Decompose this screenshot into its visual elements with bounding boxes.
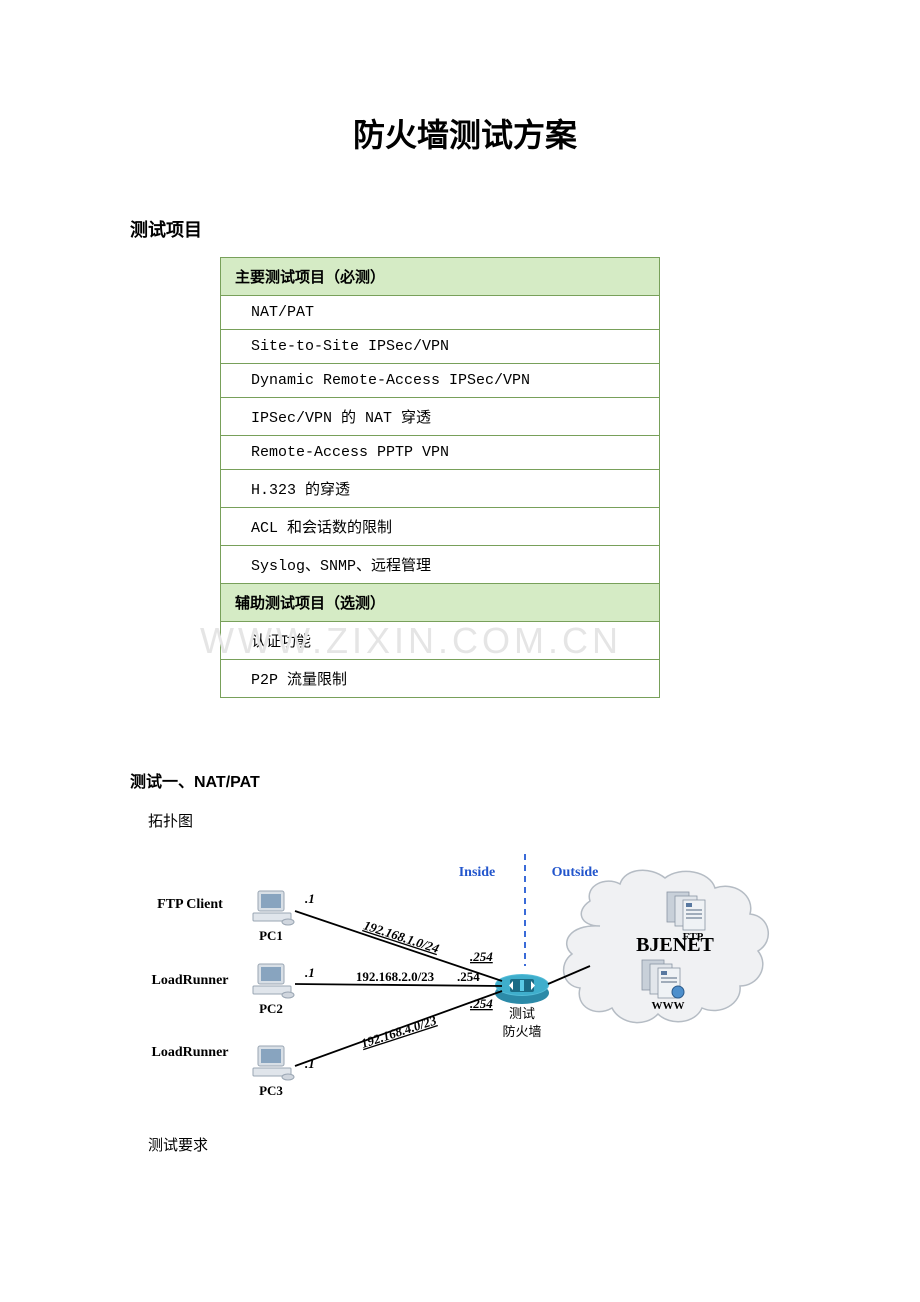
firewall-icon	[495, 974, 549, 1004]
table-row: Remote-Access PPTP VPN	[221, 436, 660, 470]
outside-label: Outside	[552, 865, 599, 880]
pc3-name: PC3	[259, 1083, 283, 1098]
test-section-1: 测试一、NAT/PAT 拓扑图 Inside Outside BJENET	[130, 768, 800, 1155]
page-content: 防火墙测试方案 测试项目 主要测试项目（必测） NAT/PAT Site-to-…	[0, 0, 920, 1215]
table-row: 认证功能	[221, 622, 660, 660]
page-title: 防火墙测试方案	[130, 110, 800, 156]
www-label: WWW	[652, 1000, 685, 1012]
net3-label: 192.168.4.0/23	[359, 1012, 439, 1051]
table-row: NAT/PAT	[221, 296, 660, 330]
section-title-items: 测试项目	[130, 216, 800, 242]
pc3-role: LoadRunner	[151, 1045, 228, 1060]
pc2-ip: .1	[305, 965, 315, 980]
fw-if2-ip: .254	[457, 969, 480, 984]
pc1-ip: .1	[305, 891, 315, 906]
table-row: IPSec/VPN 的 NAT 穿透	[221, 398, 660, 436]
firewall-label-2: 防火墙	[502, 1024, 541, 1039]
topology-diagram: Inside Outside BJENET FTP	[130, 846, 810, 1126]
firewall-label-1: 测试	[509, 1006, 535, 1021]
fw-if1-ip: .254	[470, 949, 493, 964]
table-row: H.323 的穿透	[221, 470, 660, 508]
pc2-role: LoadRunner	[151, 973, 228, 988]
test-items-table: 主要测试项目（必测） NAT/PAT Site-to-Site IPSec/VP…	[220, 257, 660, 698]
link-pc2-fw	[295, 984, 502, 986]
topology-label: 拓扑图	[148, 810, 800, 831]
pc2-icon	[253, 964, 294, 998]
pc2-name: PC2	[259, 1001, 283, 1016]
table-header-aux: 辅助测试项目（选测）	[221, 584, 660, 622]
pc1-name: PC1	[259, 928, 283, 943]
table-row: ACL 和会话数的限制	[221, 508, 660, 546]
net2-label: 192.168.2.0/23	[356, 969, 435, 984]
table-row: P2P 流量限制	[221, 660, 660, 698]
table-row: Syslog、SNMP、远程管理	[221, 546, 660, 584]
inside-label: Inside	[459, 865, 496, 880]
fw-if3-ip: .254	[470, 996, 493, 1011]
ftp-label: FTP	[683, 931, 704, 943]
test-heading: 测试一、NAT/PAT	[130, 768, 800, 792]
requirement-label: 测试要求	[148, 1134, 800, 1155]
pc1-icon	[253, 891, 294, 925]
pc3-icon	[253, 1046, 294, 1080]
pc1-role: FTP Client	[157, 897, 223, 912]
table-row: Site-to-Site IPSec/VPN	[221, 330, 660, 364]
table-header-main: 主要测试项目（必测）	[221, 258, 660, 296]
table-row: Dynamic Remote-Access IPSec/VPN	[221, 364, 660, 398]
pc3-ip: .1	[305, 1056, 315, 1071]
